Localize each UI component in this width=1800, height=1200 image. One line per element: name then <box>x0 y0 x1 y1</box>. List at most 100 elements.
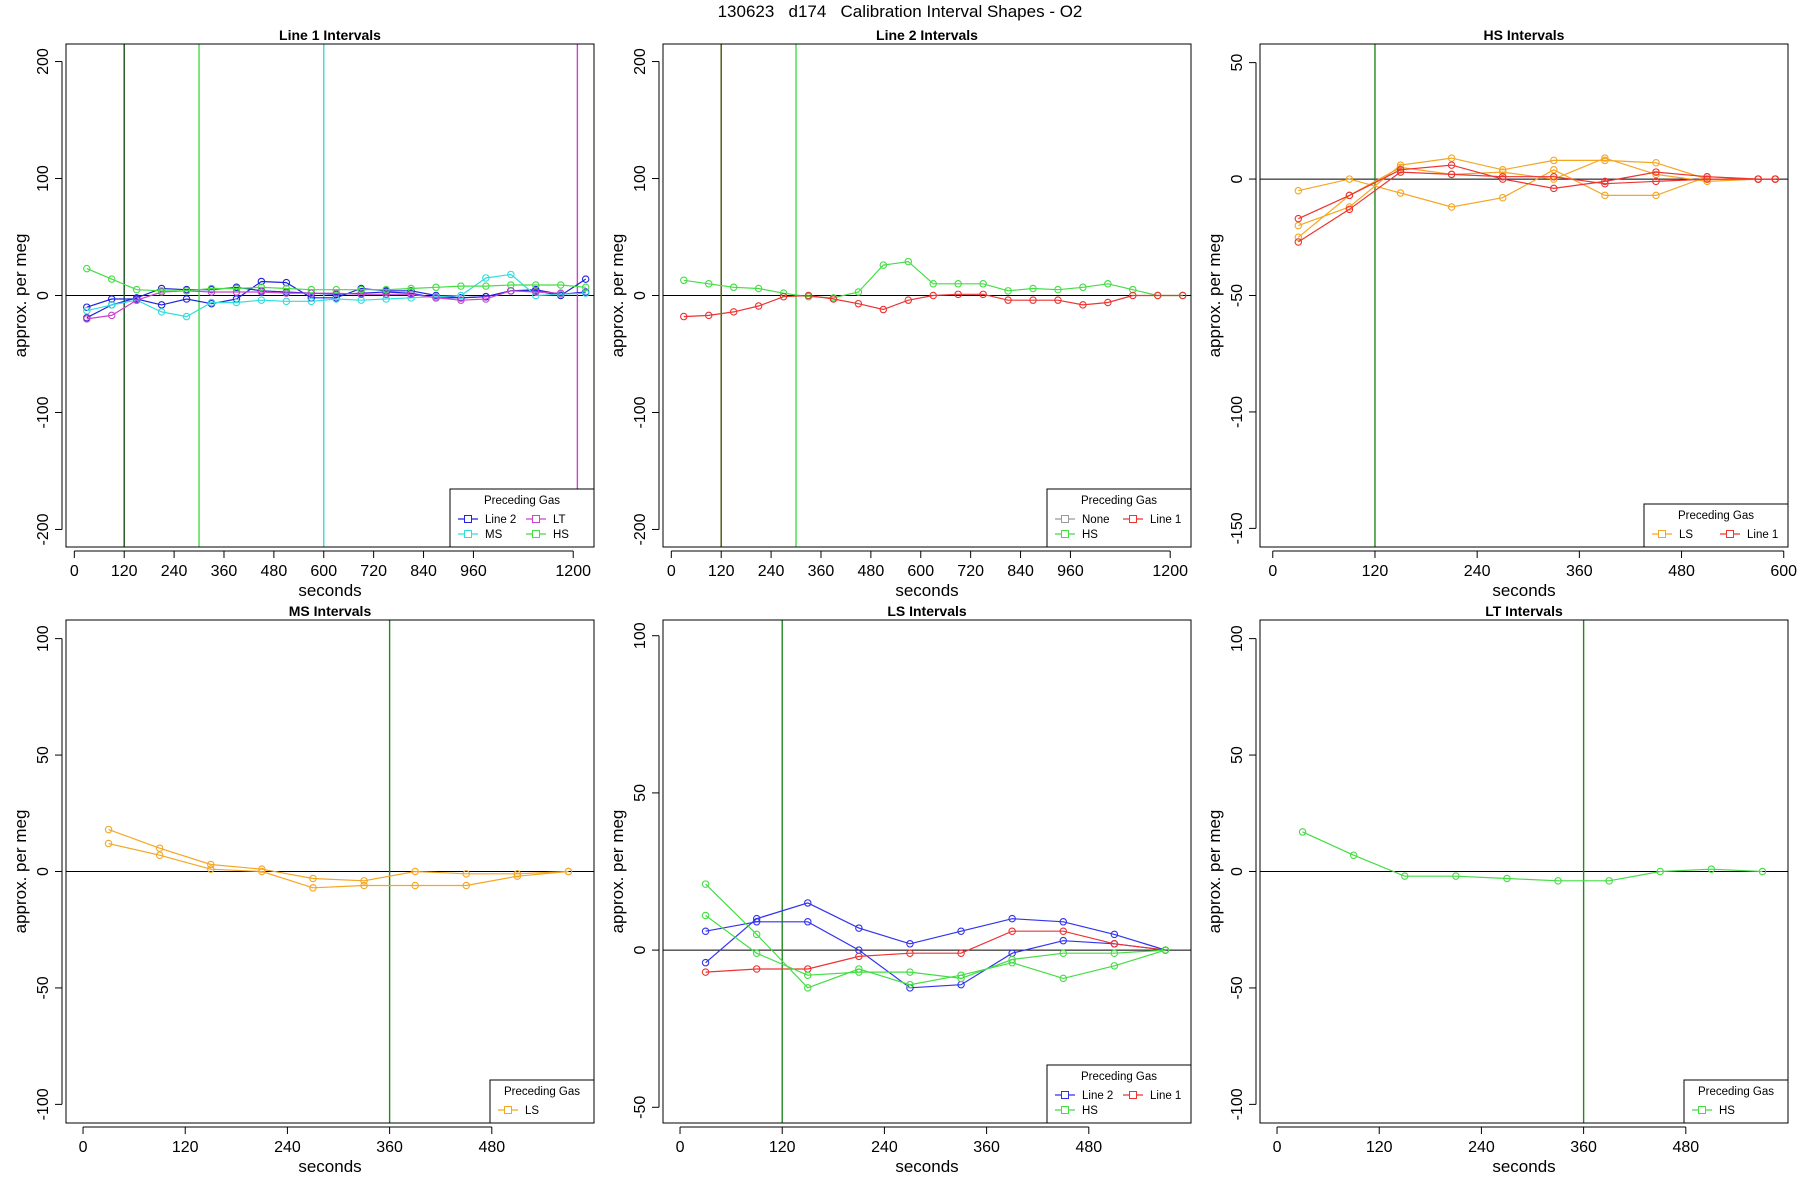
y-tick-label: -100 <box>35 1088 52 1120</box>
data-point <box>704 311 713 320</box>
y-tick-label: 0 <box>35 291 52 300</box>
data-point <box>957 974 965 983</box>
data-point <box>482 274 490 282</box>
data-point <box>1345 205 1354 214</box>
data-point <box>1294 221 1303 230</box>
data-point <box>432 283 440 292</box>
y-tick-label: 0 <box>35 867 52 876</box>
legend-entry-label: MS <box>485 529 503 541</box>
data-point <box>1294 214 1303 223</box>
x-tick-label: 480 <box>1075 1139 1102 1156</box>
plot-frame <box>1259 43 1789 548</box>
data-point <box>132 296 141 304</box>
data-point <box>1498 168 1507 176</box>
data-point <box>407 284 415 293</box>
legend-swatch-marker <box>1658 530 1666 538</box>
legend-entry-label: HS <box>1082 1105 1098 1117</box>
data-point <box>207 860 215 869</box>
x-tick-label: 240 <box>1468 1139 1495 1156</box>
page-title: 130623 d174 Calibration Interval Shapes … <box>717 2 1083 21</box>
data-point <box>979 280 987 288</box>
data-point <box>1601 191 1609 200</box>
data-point <box>232 284 241 293</box>
data-point <box>957 949 965 957</box>
data-point <box>432 294 440 302</box>
data-point <box>1059 927 1068 935</box>
data-point <box>1771 175 1779 183</box>
data-point <box>83 264 91 273</box>
data-point <box>1498 175 1507 183</box>
data-point <box>1550 172 1558 181</box>
x-tick-label: 0 <box>1268 563 1277 580</box>
data-point <box>1754 175 1762 183</box>
data-point <box>1104 280 1112 288</box>
data-point <box>513 870 522 878</box>
legend-box <box>489 1079 595 1124</box>
legend-entry-label: Line 1 <box>1150 1090 1181 1102</box>
data-point <box>1758 867 1767 876</box>
data-point <box>1008 914 1016 923</box>
legend: Preceding Gas None Line 1 HS <box>1046 488 1192 548</box>
data-point <box>1703 175 1711 183</box>
series-line <box>1298 157 1776 227</box>
x-tick-label: 840 <box>410 563 437 580</box>
data-point <box>307 285 316 294</box>
x-tick-label: 480 <box>261 563 288 580</box>
data-point <box>132 294 141 302</box>
data-point <box>957 927 965 935</box>
data-point <box>1129 291 1137 300</box>
x-tick-label: 360 <box>1570 1139 1597 1156</box>
data-point <box>462 870 471 878</box>
data-point <box>532 281 540 289</box>
y-tick-label: 0 <box>632 291 649 300</box>
y-tick-label: 0 <box>1229 867 1246 876</box>
data-point <box>855 952 863 961</box>
y-tick-label: -50 <box>35 976 52 999</box>
y-tick-label: -50 <box>632 1096 649 1119</box>
x-tick-label: 600 <box>1770 563 1797 580</box>
legend-entry-label: Line 1 <box>1150 514 1181 526</box>
y-tick-label: -200 <box>632 513 649 545</box>
x-axis-label: seconds <box>895 581 958 600</box>
data-point <box>1401 872 1409 880</box>
y-tick-label: 50 <box>35 746 52 764</box>
x-tick-label: 240 <box>161 563 188 580</box>
x-tick-label: 0 <box>79 1139 88 1156</box>
data-point <box>929 280 937 288</box>
x-tick-label: 360 <box>376 1139 403 1156</box>
x-axis-label: seconds <box>895 1157 958 1176</box>
chart-title: MS Intervals <box>289 603 372 619</box>
data-point <box>382 288 390 296</box>
series-line <box>1297 157 1776 238</box>
data-point <box>360 881 368 890</box>
x-tick-label: 480 <box>1672 1139 1699 1156</box>
data-point <box>332 285 340 294</box>
data-point <box>532 285 540 294</box>
data-point <box>482 282 490 290</box>
data-point <box>1008 927 1016 935</box>
data-point <box>307 297 316 306</box>
x-tick-label: 480 <box>478 1139 505 1156</box>
data-point <box>155 851 164 859</box>
data-point <box>182 295 191 303</box>
data-point <box>1161 946 1170 954</box>
legend-title: Preceding Gas <box>504 1086 580 1098</box>
data-point <box>754 302 763 310</box>
x-tick-label: 1200 <box>1152 563 1188 580</box>
data-point <box>1396 166 1405 174</box>
data-point <box>556 289 565 297</box>
data-point <box>680 276 688 285</box>
legend-entry-label: LT <box>553 514 566 526</box>
legend-swatch-marker <box>1061 515 1069 523</box>
data-point <box>1652 170 1660 179</box>
data-point <box>904 257 913 266</box>
data-point <box>1004 296 1012 304</box>
data-point <box>752 930 761 939</box>
data-point <box>1079 283 1087 292</box>
data-point <box>1110 930 1119 939</box>
data-point <box>507 281 515 289</box>
y-tick-label: 100 <box>35 165 52 192</box>
data-point <box>207 284 216 293</box>
data-point <box>804 984 812 992</box>
data-point <box>532 288 540 296</box>
